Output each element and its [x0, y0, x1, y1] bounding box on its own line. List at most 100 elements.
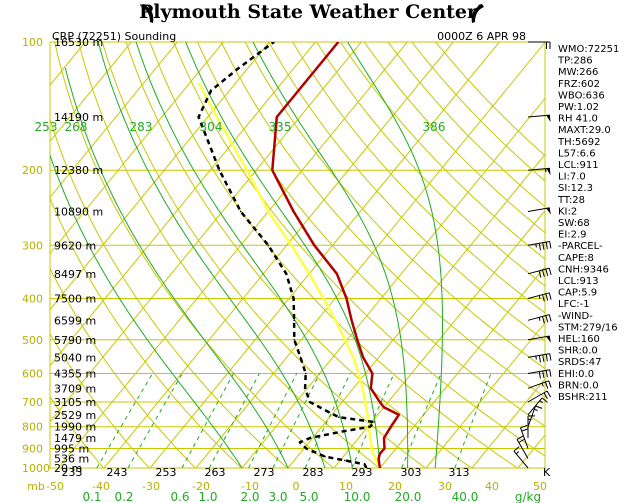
temperature-point	[370, 387, 372, 390]
temperature-point	[383, 447, 386, 450]
temperature-point	[390, 425, 392, 428]
index-item: BRN:0.0	[558, 380, 599, 391]
isotherm--40	[103, 42, 454, 468]
mixing-ratio-tick-label: 3.0	[268, 490, 287, 503]
wind-barb-staff	[527, 114, 550, 118]
wind-barb-950	[516, 435, 529, 459]
height-label: 9620 m	[54, 239, 96, 252]
page-title: Plymouth State Weather Center	[139, 1, 478, 23]
isotherm-0	[287, 153, 545, 468]
station-label: CRP (72251) Sounding	[52, 30, 176, 43]
wind-barb-400	[527, 292, 552, 302]
temperature-point	[378, 462, 381, 465]
index-item: TT:28	[557, 195, 585, 206]
isotherm--10	[241, 97, 545, 468]
temp-tick-label: -20	[192, 480, 210, 493]
dry-adiabat-413	[363, 42, 545, 234]
index-item: KI:2	[558, 206, 577, 217]
height-label: 1990 m	[54, 421, 96, 434]
dry-adiabat-273	[50, 117, 289, 468]
isotherm--50	[57, 42, 408, 468]
wind-barb-flag	[548, 292, 552, 300]
index-item: LCL:911	[558, 160, 599, 171]
dry-adiabat-293	[78, 42, 381, 468]
height-label: 3709 m	[54, 382, 96, 395]
mixing-ratio-line-20	[401, 373, 442, 468]
wind-barb-flag	[516, 435, 524, 440]
moist-adiabat-8	[97, 42, 326, 468]
dewpoint-point	[239, 210, 242, 213]
dewpoint-point	[363, 463, 366, 466]
index-item: RH 41.0	[558, 114, 598, 125]
indices-panel: WMO:72251TP:286MW:266FRZ:602WBO:636PW:1.…	[557, 44, 619, 403]
wind-barb-staff	[527, 207, 550, 212]
dewpoint-point	[210, 89, 212, 92]
wind-barb-350	[527, 267, 552, 278]
pressure-label: 600	[22, 367, 43, 380]
wind-barb-flag	[548, 380, 552, 388]
dry-adiabat-253	[50, 267, 197, 468]
height-label: 536 m	[54, 453, 89, 466]
mixing-ratio-tick-label: 40.0	[452, 490, 479, 503]
parcel-point	[364, 401, 366, 403]
height-label: 12380 m	[54, 164, 103, 177]
wind-barb-half-flag	[539, 400, 543, 404]
wind-barb-850	[527, 415, 535, 438]
parcel-point	[334, 319, 337, 322]
wind-barb-600	[527, 369, 552, 379]
height-label: 995 m	[54, 443, 89, 456]
dry-adiabat-403	[339, 42, 545, 260]
dry-adiabat-333	[173, 42, 545, 457]
wind-barb-flag	[549, 353, 552, 361]
parcel-point	[357, 372, 360, 375]
mixing-ratio-tick-label: 20.0	[395, 490, 422, 503]
wind-barb-1000	[513, 446, 529, 469]
isotherm--20	[195, 42, 545, 468]
theta-bottom-label: 263	[205, 466, 226, 479]
wind-barb-staff	[527, 167, 550, 171]
dewpoint-point	[304, 372, 307, 375]
wind-barb-flag	[513, 446, 520, 452]
height-label: 16530 m	[54, 36, 103, 49]
index-item: STM:279/16	[558, 322, 618, 333]
index-item: WBO:636	[558, 90, 605, 101]
pressure-label: 200	[22, 164, 43, 177]
wind-barb-staff	[527, 335, 550, 341]
dewpoint-point	[273, 42, 275, 43]
temperature-point	[336, 273, 338, 275]
dry-adiabat-393	[316, 42, 545, 287]
index-item: PW:1.02	[558, 102, 599, 113]
wind-barb-pennant	[546, 336, 551, 343]
wind-barb-half-flag	[538, 317, 541, 321]
temperature-point	[379, 467, 381, 468]
dewpoint-point	[342, 430, 345, 433]
isotherm--90	[50, 42, 224, 255]
dewpoint-point	[328, 411, 330, 414]
parcel-point	[361, 387, 364, 390]
index-item: CNH:9346	[558, 264, 609, 275]
pressure-label: 700	[22, 396, 43, 409]
wind-barb-half-flag	[541, 383, 544, 387]
mixing-ratio-tick-label: 2.0	[240, 490, 259, 503]
pressure-label: 500	[22, 334, 43, 347]
wind-barb-flag	[548, 267, 552, 276]
index-item: SI:12.3	[558, 183, 593, 194]
moist-adiabat-0	[64, 67, 289, 468]
isotherm--30	[149, 42, 500, 468]
temperature-point	[356, 339, 359, 341]
wind-barb-flag	[545, 268, 549, 276]
index-item: SRDS:47	[558, 357, 601, 368]
index-item: SHR:0.0	[558, 346, 598, 357]
wind-barb-300	[527, 241, 552, 251]
theta-e-label: 335	[269, 120, 292, 134]
wind-barb-flag	[546, 390, 552, 398]
theta-bottom-label: 303	[401, 466, 422, 479]
wind-barb-flag	[548, 314, 552, 322]
wind-barb-flag	[545, 315, 549, 323]
index-item: EI:2.9	[558, 230, 587, 241]
index-item: TH:5692	[557, 137, 600, 148]
dry-adiabat-353	[220, 42, 545, 398]
parcel-point	[267, 210, 270, 213]
isotherm--80	[50, 42, 270, 311]
